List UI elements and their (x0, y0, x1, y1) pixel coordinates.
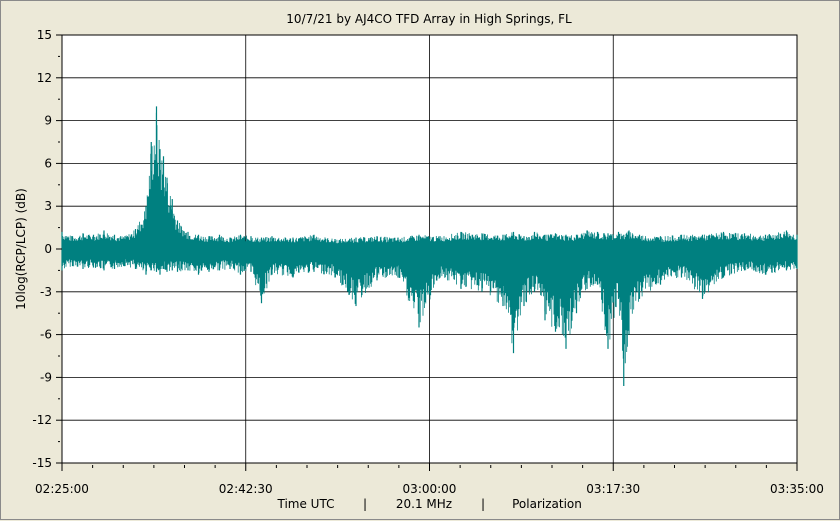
y-tick-label: 6 (44, 156, 52, 170)
y-tick-label: 15 (37, 28, 52, 42)
x-tick-label: 03:17:30 (586, 482, 640, 496)
y-tick-label: -12 (32, 413, 52, 427)
y-tick-label: 12 (37, 71, 52, 85)
y-tick-label: 3 (44, 199, 52, 213)
y-tick-label: -6 (40, 328, 52, 342)
x-axis-label: Time UTC | 20.1 MHz | Polarization (277, 497, 582, 511)
y-tick-label: -3 (40, 285, 52, 299)
chart-title: 10/7/21 by AJ4CO TFD Array in High Sprin… (286, 12, 572, 26)
x-label-quantity: Polarization (512, 497, 582, 511)
x-tick-label: 03:00:00 (403, 482, 457, 496)
x-tick-label: 03:35:00 (770, 482, 824, 496)
x-label-separator: | (481, 497, 485, 511)
axis-labels: 15 12 9 6 3 0 -3 -6 -9 -12 -15 02:25:00 02:42:30 03:0… (32, 28, 824, 496)
y-axis-label: 10log(RCP/LCP) (dB) (14, 188, 28, 310)
series-polarization (61, 106, 798, 386)
x-tick-label: 02:42:30 (219, 482, 273, 496)
y-tick-label: 0 (44, 242, 52, 256)
y-tick-label: -15 (32, 456, 52, 470)
x-label-time: Time UTC (277, 497, 335, 511)
x-label-separator: | (363, 497, 367, 511)
x-label-frequency: 20.1 MHz (396, 497, 452, 511)
y-tick-label: -9 (40, 370, 52, 384)
axis-ticks (56, 34, 798, 471)
y-tick-label: 9 (44, 114, 52, 128)
x-tick-label: 02:25:00 (35, 482, 89, 496)
